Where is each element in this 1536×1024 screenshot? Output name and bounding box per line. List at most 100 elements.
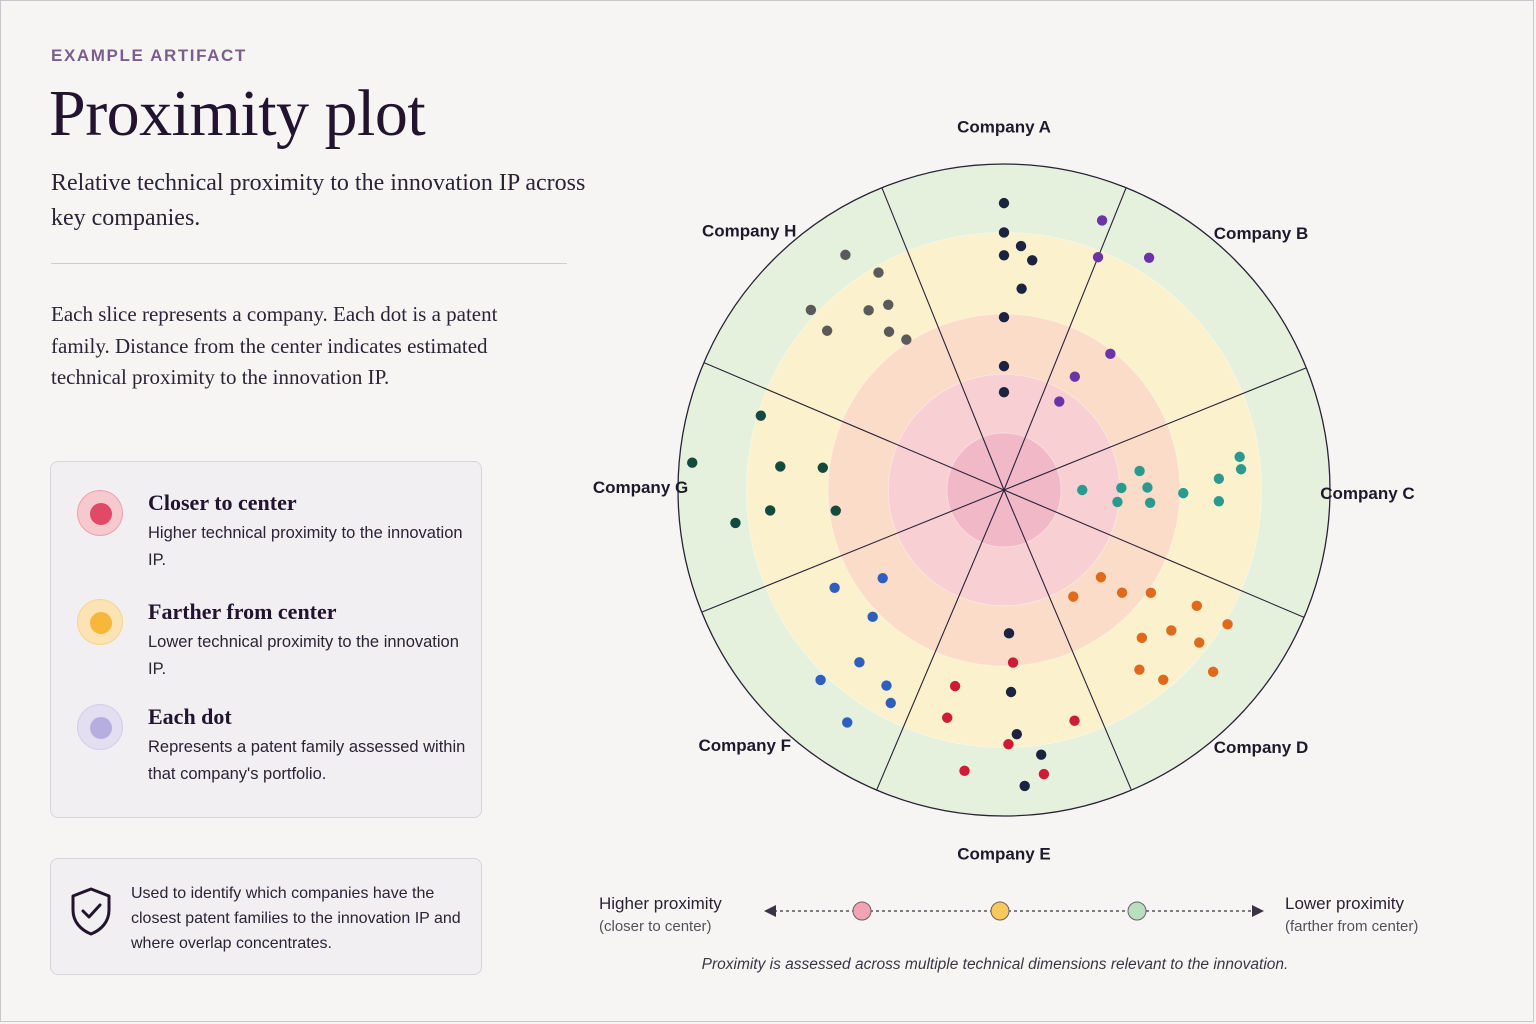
slice-boundary <box>881 187 1005 491</box>
patent-dot <box>1142 482 1153 493</box>
dot-swatch-icon <box>77 704 123 750</box>
eyebrow-label: EXAMPLE ARTIFACT <box>51 46 247 65</box>
patent-dot <box>1134 465 1145 477</box>
patent-dot <box>1011 728 1022 740</box>
page-title: Proximity plot <box>49 77 426 150</box>
patent-dot <box>1069 371 1081 382</box>
patent-dot <box>821 325 833 336</box>
patent-dot <box>959 765 970 777</box>
legend-heading: Each dot <box>148 704 232 729</box>
patent-dot <box>867 611 878 623</box>
patent-dot <box>998 387 1010 398</box>
patent-dot <box>1194 637 1205 648</box>
patent-dot <box>998 227 1010 238</box>
patent-dot <box>840 249 851 261</box>
patent-dot <box>1112 496 1123 508</box>
patent-dot <box>1222 619 1233 630</box>
company-label: Company C <box>1320 484 1414 503</box>
legend-text: Lower technical proximity to the innovat… <box>148 633 459 678</box>
patent-dot <box>842 717 853 728</box>
patent-dot <box>1136 632 1148 644</box>
patent-dot <box>1003 628 1015 639</box>
patent-dot <box>1145 587 1157 599</box>
patent-dot <box>873 267 884 278</box>
patent-dot <box>1054 396 1065 407</box>
patent-dot <box>881 680 892 691</box>
slice-boundary <box>1003 187 1127 491</box>
patent-dot <box>885 697 896 709</box>
slice-boundary <box>701 489 1005 613</box>
arrow-left-icon <box>764 905 776 917</box>
patent-dot <box>1116 482 1127 494</box>
patent-dot <box>998 250 1010 261</box>
scale-right-sub: (farther from center) <box>1285 918 1419 935</box>
slice-boundary <box>703 362 1005 491</box>
company-label: Company G <box>593 478 688 497</box>
patent-dot <box>1003 739 1014 750</box>
patent-dot <box>1143 252 1155 263</box>
arrow-right-icon <box>1252 905 1264 917</box>
slice-boundary <box>1003 489 1132 791</box>
patent-dot <box>1069 715 1080 726</box>
patent-dot <box>949 680 961 692</box>
scale-right-label: Lower proximity <box>1285 894 1405 913</box>
note-card: Used to identify which companies have th… <box>50 858 482 975</box>
patent-dot <box>1178 487 1189 499</box>
description-text: Each slice represents a company. Each do… <box>51 302 498 390</box>
patent-dot <box>805 304 817 316</box>
patent-dot <box>764 505 776 516</box>
patent-dot <box>755 410 767 421</box>
patent-dot <box>730 517 741 529</box>
patent-dot <box>1036 749 1047 760</box>
divider <box>51 263 567 264</box>
patent-dot <box>1007 657 1019 668</box>
legend-text: Higher technical proximity to the innova… <box>148 524 463 569</box>
patent-dot <box>1234 451 1245 463</box>
proximity-chart: Company A Company B Company C Company D Comp… <box>593 118 1415 864</box>
scale-stop <box>852 901 872 921</box>
patent-dot <box>1144 497 1156 508</box>
footnote: Proximity is assessed across multiple te… <box>701 956 1289 973</box>
closer-swatch-icon <box>77 490 123 536</box>
company-label: Company F <box>698 736 791 755</box>
patent-dot <box>1015 240 1027 252</box>
patent-dot <box>1213 496 1225 507</box>
patent-dot <box>775 461 786 472</box>
shield-check-icon <box>71 887 111 936</box>
patent-dot <box>1096 215 1108 226</box>
company-label: Company B <box>1214 224 1308 243</box>
patent-dot <box>687 457 698 468</box>
patent-dot <box>1005 686 1017 698</box>
company-label: Company H <box>702 222 796 241</box>
patent-dot <box>877 572 888 584</box>
patent-dot <box>901 334 912 345</box>
scale-left-sub: (closer to center) <box>599 918 712 935</box>
patent-dot <box>1038 768 1050 780</box>
note-text: Used to identify which companies have th… <box>131 885 461 952</box>
patent-dot <box>1105 348 1116 360</box>
patent-dot <box>1068 591 1079 602</box>
patent-dot <box>1077 484 1088 496</box>
patent-dot <box>1016 283 1027 294</box>
patent-dot <box>883 326 895 337</box>
patent-dot <box>998 197 1010 209</box>
patent-dot <box>1191 600 1203 612</box>
slice-boundary <box>876 489 1005 791</box>
legend-text: Represents a patent family assessed with… <box>148 738 466 783</box>
legend-heading: Farther from center <box>148 599 337 624</box>
patent-dot <box>817 462 829 473</box>
patent-dot <box>854 657 865 668</box>
patent-dot <box>998 360 1010 372</box>
slice-boundary <box>1003 489 1305 618</box>
patent-dot <box>863 305 874 316</box>
patent-dot <box>1158 674 1169 685</box>
proximity-scale <box>764 901 1264 921</box>
patent-dot <box>830 505 841 516</box>
patent-dot <box>1213 473 1225 484</box>
patent-dot <box>942 712 953 723</box>
patent-dot <box>1092 252 1104 263</box>
scale-left-label: Higher proximity <box>599 894 722 913</box>
patent-dot <box>815 674 826 686</box>
scale-stop <box>990 901 1010 921</box>
